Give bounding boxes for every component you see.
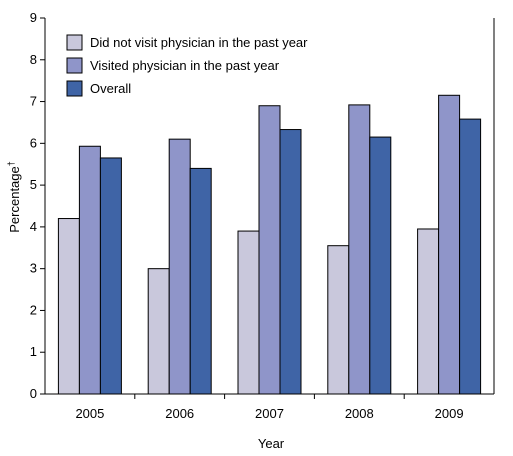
legend: Did not visit physician in the past year… <box>66 34 308 97</box>
bar <box>279 129 302 395</box>
legend-label: Overall <box>90 81 131 96</box>
x-tick-label: 2005 <box>75 406 104 421</box>
y-axis-title-text: Percentage <box>7 166 22 233</box>
y-tick-label: 2 <box>30 302 37 317</box>
bar <box>237 230 260 395</box>
bar <box>258 105 281 395</box>
y-tick-label: 1 <box>30 344 37 359</box>
y-axis-title-marker: † <box>6 161 16 166</box>
x-tick-label: 2006 <box>165 406 194 421</box>
bar <box>78 145 101 395</box>
x-axis-title: Year <box>258 436 285 451</box>
y-tick-label: 5 <box>30 177 37 192</box>
y-tick-label: 7 <box>30 94 37 109</box>
bar <box>189 167 212 395</box>
x-tick-label: 2008 <box>345 406 374 421</box>
x-tick-label: 2007 <box>255 406 284 421</box>
bar <box>327 245 350 395</box>
y-axis-title: Percentage† <box>6 161 22 233</box>
legend-label: Did not visit physician in the past year <box>90 35 308 50</box>
y-tick-label: 9 <box>30 10 37 25</box>
bar <box>438 94 461 395</box>
y-tick-label: 4 <box>30 219 37 234</box>
bar <box>168 138 191 395</box>
y-tick-label: 8 <box>30 52 37 67</box>
legend-swatch <box>66 80 83 97</box>
bar <box>369 136 392 395</box>
y-tick-label: 0 <box>30 386 37 401</box>
x-tick-label: 2009 <box>435 406 464 421</box>
y-tick-label: 6 <box>30 135 37 150</box>
bar <box>459 118 482 395</box>
bar <box>57 218 80 395</box>
legend-swatch <box>66 57 83 74</box>
y-tick-label: 3 <box>30 261 37 276</box>
bar <box>348 104 371 395</box>
legend-swatch <box>66 34 83 51</box>
plot-area: 0 1 2 3 4 5 6 7 8 9 2005 2006 2007 2008 2009 <box>30 10 495 421</box>
bar <box>99 157 122 395</box>
bar <box>147 268 170 395</box>
legend-label: Visited physician in the past year <box>90 58 280 73</box>
bar <box>417 228 440 395</box>
